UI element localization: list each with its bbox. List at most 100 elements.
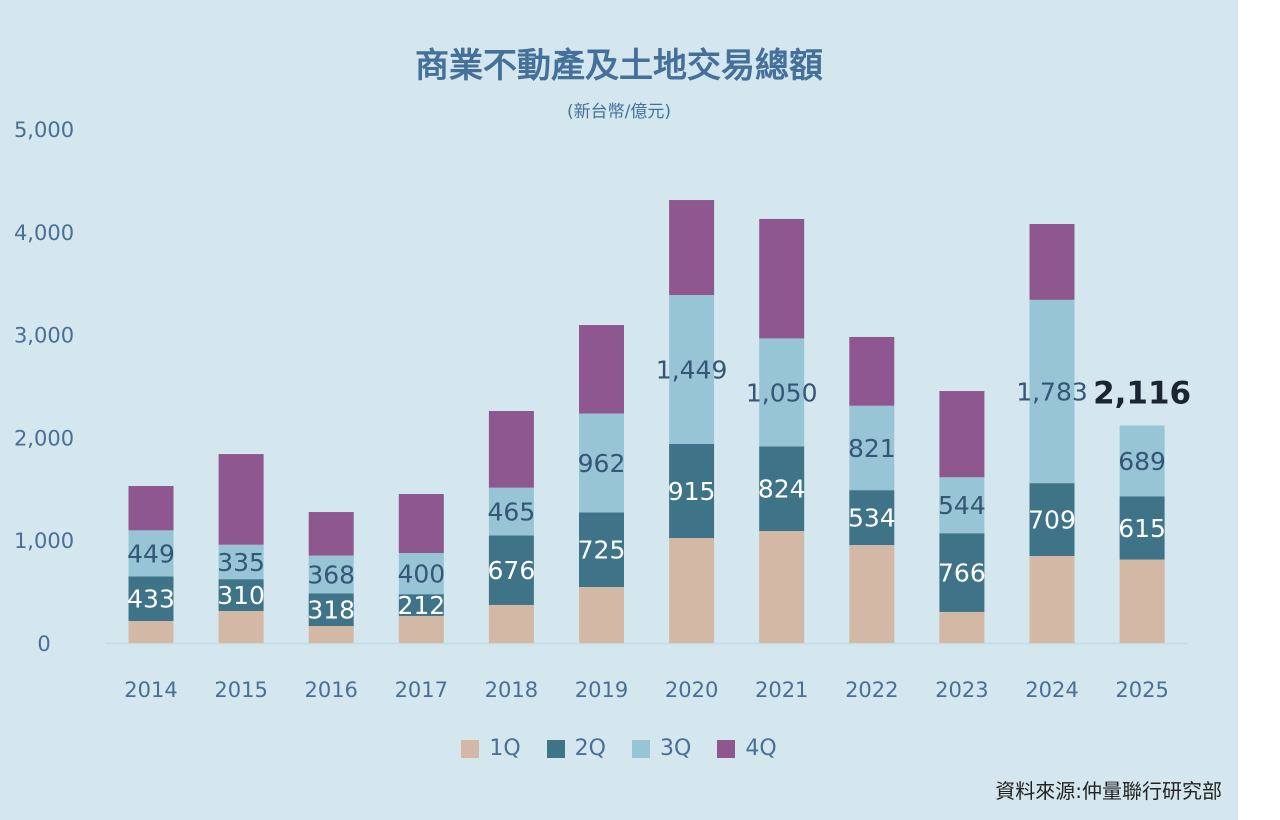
bar-4Q-2022	[849, 336, 895, 406]
data-label-2Q-2023: 766	[938, 559, 986, 588]
bar-1Q-2017	[398, 615, 444, 643]
legend-label: 2Q	[574, 736, 606, 761]
y-tick-label: 4,000	[14, 221, 74, 245]
x-tick-label: 2015	[214, 678, 267, 702]
bar-2Q-2018	[488, 535, 534, 605]
legend-swatch	[546, 739, 565, 758]
bar-2Q-2015	[218, 579, 264, 612]
x-tick-label: 2024	[1025, 678, 1078, 702]
data-label-3Q-2014: 449	[127, 539, 175, 568]
bar-4Q-2014	[128, 486, 174, 531]
data-label-2Q-2022: 534	[848, 504, 896, 533]
bar-3Q-2020	[669, 295, 715, 444]
bar-4Q-2016	[308, 512, 354, 556]
bar-1Q-2020	[669, 538, 715, 643]
legend-swatch	[632, 739, 650, 758]
data-label-2Q-2020: 915	[668, 477, 716, 506]
bar-1Q-2022	[849, 545, 895, 643]
data-label-3Q-2024: 1,783	[1016, 377, 1088, 406]
bar-4Q-2021	[759, 218, 805, 339]
bar-2Q-2021	[759, 446, 805, 532]
bar-2Q-2016	[308, 593, 354, 627]
bar-3Q-2017	[398, 553, 444, 595]
stacked-bar-chart: 0 1,000 2,000 3,000 4,000 5,000 433 449 2014 310 3…	[14, 118, 1191, 702]
data-label-2Q-2016: 318	[307, 596, 355, 625]
bar-1Q-2016	[308, 626, 354, 643]
bar-1Q-2021	[759, 531, 805, 643]
legend: 1Q 2Q 3Q 4Q	[0, 736, 1238, 761]
y-tick-label: 2,000	[14, 426, 74, 450]
bar-3Q-2019	[579, 413, 624, 513]
bar-3Q-2018	[488, 487, 534, 536]
bar-2Q-2024	[1029, 483, 1075, 557]
data-label-3Q-2022: 821	[848, 434, 896, 463]
data-label-2Q-2018: 676	[488, 556, 536, 585]
bar-1Q-2014	[128, 621, 174, 643]
data-label-3Q-2023: 544	[938, 491, 986, 520]
bar-2Q-2014	[128, 576, 174, 622]
bar-4Q-2015	[218, 454, 264, 545]
legend-item-1Q: 1Q	[461, 736, 521, 761]
y-tick-label: 3,000	[14, 324, 74, 348]
bar-4Q-2023	[939, 391, 985, 478]
bar-1Q-2023	[939, 611, 985, 643]
data-label-2Q-2021: 824	[758, 475, 806, 504]
legend-label: 3Q	[660, 736, 692, 761]
data-label-2Q-2025: 615	[1118, 514, 1166, 543]
data-label-3Q-2021: 1,050	[746, 378, 818, 407]
x-tick-label: 2022	[845, 678, 898, 702]
bar-2Q-2023	[939, 533, 985, 612]
bar-1Q-2018	[488, 604, 534, 643]
x-tick-label: 2014	[124, 678, 177, 702]
data-label-3Q-2019: 962	[578, 449, 626, 478]
bar-1Q-2019	[579, 586, 624, 643]
bar-2Q-2017	[398, 594, 444, 616]
y-tick-label: 5,000	[14, 118, 74, 142]
x-tick-label: 2018	[485, 678, 538, 702]
bar-3Q-2022	[849, 405, 895, 491]
x-tick-label: 2021	[755, 678, 808, 702]
x-tick-label: 2020	[665, 678, 718, 702]
data-label-3Q-2015: 335	[217, 548, 265, 577]
bar-4Q-2018	[488, 410, 534, 488]
data-label-2Q-2017: 212	[397, 591, 445, 620]
source-note: 資料來源:仲量聯行研究部	[995, 779, 1222, 803]
data-label-2Q-2024: 709	[1028, 506, 1076, 535]
legend-item-2Q: 2Q	[546, 736, 606, 761]
legend-label: 1Q	[489, 736, 521, 761]
legend-item-4Q: 4Q	[717, 736, 777, 761]
bar-1Q-2025	[1119, 559, 1165, 643]
legend-item-3Q: 3Q	[632, 736, 691, 761]
bar-1Q-2015	[218, 611, 264, 643]
x-tick-label: 2025	[1115, 678, 1168, 702]
bar-3Q-2016	[308, 555, 354, 594]
chart-title: 商業不動產及土地交易總額	[415, 46, 823, 86]
bar-4Q-2017	[398, 494, 444, 554]
data-label-3Q-2018: 465	[488, 498, 536, 527]
data-label-2Q-2014: 433	[127, 585, 175, 614]
data-label-3Q-2025: 689	[1118, 447, 1166, 476]
bar-3Q-2023	[939, 477, 985, 534]
bar-3Q-2014	[128, 530, 174, 577]
legend-swatch	[461, 739, 480, 758]
y-tick-label: 1,000	[14, 529, 74, 553]
bar-3Q-2025	[1119, 425, 1165, 497]
bar-3Q-2021	[759, 338, 805, 447]
bar-1Q-2024	[1029, 556, 1075, 643]
bar-2Q-2019	[579, 512, 624, 587]
bar-2Q-2022	[849, 490, 895, 546]
bar-3Q-2015	[218, 544, 264, 580]
x-tick-label: 2023	[935, 678, 988, 702]
data-label-2Q-2015: 310	[217, 581, 265, 610]
y-tick-label: 0	[37, 632, 50, 656]
total-annotation: 2,116	[1093, 375, 1191, 411]
bar-2Q-2025	[1119, 496, 1165, 560]
bar-4Q-2020	[669, 200, 715, 296]
data-label-3Q-2016: 368	[307, 560, 355, 589]
data-label-3Q-2017: 400	[397, 560, 445, 589]
legend-label: 4Q	[745, 736, 777, 761]
data-label-3Q-2020: 1,449	[656, 356, 728, 385]
x-tick-label: 2017	[395, 678, 448, 702]
bar-4Q-2019	[579, 325, 624, 414]
bar-2Q-2020	[669, 443, 715, 539]
